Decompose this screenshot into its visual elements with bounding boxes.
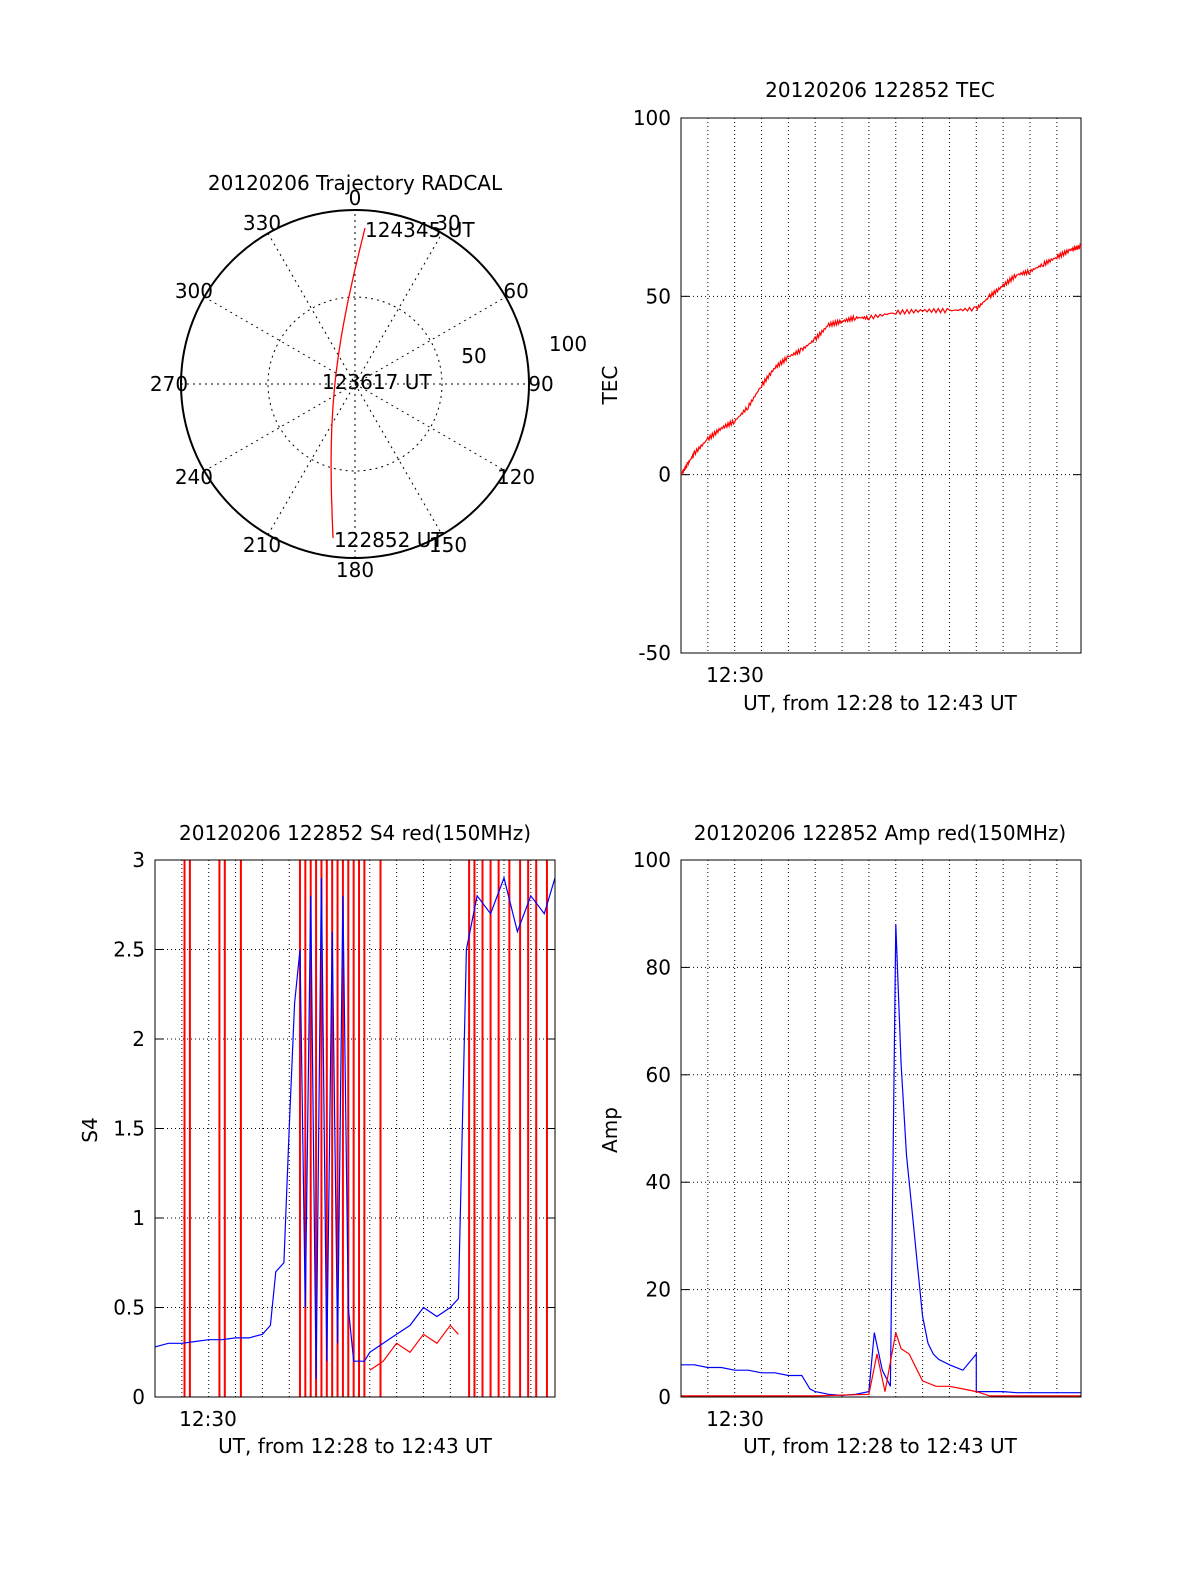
polar-angle-label: 60 [503,279,528,303]
trajectory-start-label: 122852 UT [334,528,444,552]
polar-angle-label: 90 [528,372,553,396]
tec-x-tick-label: 12:30 [706,663,764,687]
polar-angle-label: 180 [336,558,374,582]
amp-blue-series-line [681,924,1081,1397]
polar-inner-circle [267,296,443,472]
s4-x-tick-label: 12:30 [179,1407,237,1431]
s4-x-axis-label: UT, from 12:28 to 12:43 UT [218,1434,493,1458]
trajectory-title: 20120206 Trajectory RADCAL [208,171,503,195]
s4-title: 20120206 122852 S4 red(150MHz) [179,821,531,845]
trajectory-middle-label: 123617 UT [322,370,432,394]
y-tick-label: 0.5 [113,1296,145,1320]
s4-blue-series-line [154,875,556,1380]
polar-angle-label: 300 [175,279,213,303]
tec-panel: 20120206 122852 TEC -50 0 50 100 12:30 UT, … [598,78,1082,715]
s4-y-axis-label: S4 [78,1117,102,1142]
s4-panel: 20120206 122852 S4 red(150MHz) 0 0.5 1 1.5 2… [78,821,556,1458]
amp-panel: 20120206 122852 Amp red(150MHz) 0 20 40 60 8… [598,821,1082,1458]
trajectory-line [330,227,366,539]
polar-angle-label: 120 [497,465,535,489]
y-tick-label: 0 [132,1385,145,1409]
amp-plot-frame [680,859,1082,1398]
amp-x-tick-label: 12:30 [706,1407,764,1431]
y-tick-label: 1.5 [113,1117,145,1141]
polar-angle-label: 210 [243,533,281,557]
y-tick-label: 40 [646,1170,671,1194]
s4-grid [155,860,555,1397]
amp-red-series-line [681,1332,1081,1397]
amp-title: 20120206 122852 Amp red(150MHz) [694,821,1066,845]
tec-title: 20120206 122852 TEC [765,78,995,102]
tec-series-line [680,242,1082,475]
tec-plot-frame [680,117,1082,654]
trajectory-radial-label-50: 50 [461,344,486,368]
tec-y-axis-label: TEC [598,366,622,406]
y-tick-label: 1 [132,1206,145,1230]
y-tick-label: 3 [132,848,145,872]
amp-grid [681,860,1081,1397]
amp-y-axis-label: Amp [598,1107,622,1153]
tec-grid [681,118,1081,653]
s4-red-series-line [369,1324,459,1371]
trajectory-panel: 20120206 Trajectory RADCAL 0 30 60 90 120 150… [150,171,587,582]
polar-angle-label: 150 [429,533,467,557]
polar-angle-label: 240 [175,465,213,489]
y-tick-label: 50 [646,284,671,308]
y-tick-label: -50 [638,641,671,665]
trajectory-end-label: 124345 UT [365,218,475,242]
tec-x-axis-label: UT, from 12:28 to 12:43 UT [743,691,1018,715]
y-tick-label: 60 [646,1063,671,1087]
amp-y-ticks: 0 20 40 60 80 100 [633,848,1081,1409]
s4-y-ticks: 0 0.5 1 1.5 2 2.5 3 [113,848,555,1409]
y-tick-label: 0 [658,1385,671,1409]
y-tick-label: 2.5 [113,938,145,962]
polar-spoke [267,233,443,535]
tec-y-ticks: -50 0 50 100 [633,106,1081,665]
polar-angle-label: 270 [150,372,188,396]
y-tick-label: 100 [633,106,671,130]
y-tick-label: 2 [132,1027,145,1051]
polar-angle-label: 0 [349,186,362,210]
y-tick-label: 80 [646,955,671,979]
polar-angle-label: 330 [243,211,281,235]
s4-red-spikes [183,860,548,1397]
y-tick-label: 0 [658,463,671,487]
amp-x-axis-label: UT, from 12:28 to 12:43 UT [743,1434,1018,1458]
y-tick-label: 20 [646,1278,671,1302]
trajectory-radial-label-100: 100 [549,332,587,356]
y-tick-label: 100 [633,848,671,872]
trajectory-angle-labels: 0 30 60 90 120 150 180 210 240 270 300 330 [150,186,554,582]
polar-angle-label: 30 [435,211,460,235]
